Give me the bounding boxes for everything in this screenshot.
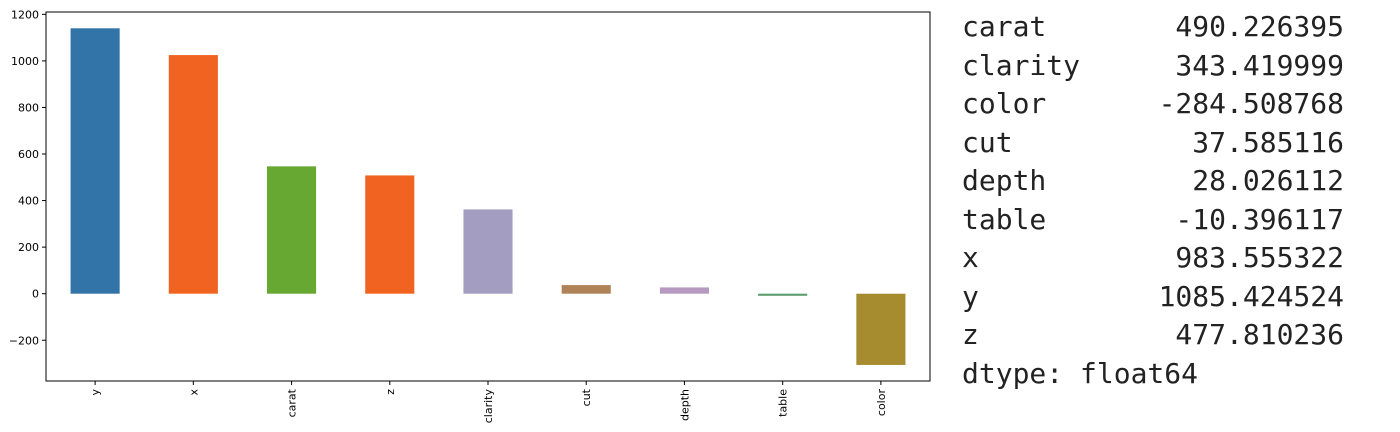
series-row-value: 37.585116 xyxy=(1192,125,1344,159)
series-row: z 477.810236 xyxy=(962,316,1344,355)
bar-table xyxy=(758,293,808,296)
x-tick-label-color: color xyxy=(875,389,888,417)
x-tick-label-y: y xyxy=(89,389,102,396)
bar-y xyxy=(70,28,120,294)
series-row: clarity 343.419999 xyxy=(962,47,1344,86)
series-row: carat 490.226395 xyxy=(962,8,1344,47)
series-printout: carat 490.226395 clarity 343.419999 color -28… xyxy=(962,8,1344,393)
series-row-value: 490.226395 xyxy=(1175,10,1344,43)
dtype-line: dtype: float64 xyxy=(962,356,1199,390)
series-row-label: x xyxy=(962,241,979,274)
series-row-label: clarity xyxy=(962,48,1081,82)
bar-z xyxy=(365,175,415,294)
series-row-label: y xyxy=(962,279,979,313)
bar-chart: −200 0 200 400 600 800 1000 1200 y x carat z clarity… xyxy=(9,8,931,424)
bar-x xyxy=(168,55,218,294)
bar-depth xyxy=(659,287,709,294)
series-rows: carat 490.226395 clarity 343.419999 color -28… xyxy=(962,8,1344,355)
y-tick-label: 600 xyxy=(18,148,39,161)
x-tick-label-cut: cut xyxy=(580,388,593,406)
series-row-label: carat xyxy=(962,10,1047,43)
series-row-value: 477.810236 xyxy=(1175,318,1344,351)
x-tick-label-x: x xyxy=(187,389,200,396)
series-row-label: cut xyxy=(962,125,1013,159)
series-row-label: color xyxy=(962,87,1047,120)
bar-clarity xyxy=(463,209,513,294)
series-row-value: 28.026112 xyxy=(1192,164,1344,197)
plot-area: −200 0 200 400 600 800 1000 1200 y x carat z clarity… xyxy=(9,8,931,424)
y-tick-label: 0 xyxy=(32,288,39,301)
series-row: color -284.508768 xyxy=(962,85,1344,124)
x-tick-label-table: table xyxy=(777,389,790,417)
bar-carat xyxy=(267,166,317,294)
series-row-value: -10.396117 xyxy=(1175,202,1344,236)
x-tick-label-depth: depth xyxy=(678,389,691,421)
series-row-label: depth xyxy=(962,164,1047,197)
series-row: cut 37.585116 xyxy=(962,124,1344,163)
y-tick-label: 400 xyxy=(18,195,39,208)
bar-cut xyxy=(561,285,611,294)
series-row-value: 983.555322 xyxy=(1175,241,1344,274)
bar-color xyxy=(856,293,906,365)
series-row: y 1085.424524 xyxy=(962,278,1344,317)
y-tick-label: 1200 xyxy=(11,8,39,21)
series-row: x 983.555322 xyxy=(962,239,1344,278)
y-tick-label: 200 xyxy=(18,241,39,254)
series-row-value: 343.419999 xyxy=(1175,48,1344,82)
x-tick-label-z: z xyxy=(384,389,397,395)
y-tick-label: 800 xyxy=(18,101,39,114)
series-row-value: -284.508768 xyxy=(1158,87,1344,120)
series-row-label: z xyxy=(962,318,979,351)
series-row: depth 28.026112 xyxy=(962,162,1344,201)
series-row-value: 1085.424524 xyxy=(1158,279,1344,313)
y-tick-label: −200 xyxy=(9,334,39,347)
series-row: table -10.396117 xyxy=(962,201,1344,240)
x-tick-label-carat: carat xyxy=(286,388,299,417)
y-tick-label: 1000 xyxy=(11,55,39,68)
x-tick-label-clarity: clarity xyxy=(482,389,495,424)
series-row-label: table xyxy=(962,202,1047,236)
